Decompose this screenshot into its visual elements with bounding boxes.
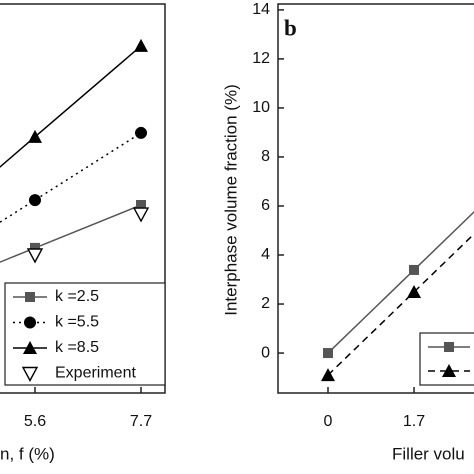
marker: [29, 242, 40, 253]
legend-marker: [24, 316, 36, 329]
marker: [132, 207, 150, 223]
x-tick-label: 7.7: [130, 413, 152, 430]
marker: [28, 194, 41, 207]
y-tick-label: 0: [261, 344, 270, 361]
y-tick-label: 2: [261, 295, 270, 312]
marker: [409, 264, 420, 275]
marker: [322, 348, 333, 359]
marker: [26, 248, 44, 264]
x-tick-label: 0: [324, 413, 333, 430]
series-line: [327, 233, 474, 376]
marker: [320, 368, 335, 382]
series-line: [0, 204, 142, 263]
legend-marker: [444, 342, 454, 352]
legend-label: k =8.5: [55, 339, 99, 356]
marker: [27, 129, 42, 143]
y-tick-label: 12: [252, 50, 270, 67]
legend-label: Experiment: [55, 365, 136, 382]
y-axis-label: Interphase volume fraction (%): [221, 84, 240, 316]
marker: [135, 126, 148, 139]
legend-label: k =5.5: [55, 314, 99, 331]
plot-frame: [277, 3, 474, 394]
y-tick-label: 8: [261, 148, 270, 165]
x-tick-label: 5.6: [24, 413, 46, 430]
x-axis-label: Filler volu: [392, 444, 465, 463]
legend-marker: [21, 366, 39, 382]
legend: k =2.5 k =5.5 k =8.5 Experiment: [4, 282, 166, 386]
y-tick-label: 6: [261, 197, 270, 214]
legend-marker: [23, 341, 37, 354]
x-tick-label: 1.7: [403, 413, 425, 430]
marker: [407, 285, 422, 299]
series-line: [0, 132, 142, 224]
y-tick-label: 10: [252, 99, 270, 116]
plot-frame: [0, 3, 166, 394]
marker: [136, 199, 147, 210]
plot-area: [320, 210, 474, 382]
legend-box: [419, 332, 474, 386]
legend: [419, 332, 474, 386]
marker: [134, 38, 149, 52]
panel-label: b: [284, 15, 297, 40]
plot-area: [0, 38, 150, 264]
legend-marker: [25, 292, 35, 302]
y-tick-label: 14: [252, 1, 270, 18]
legend-label: k =2.5: [55, 288, 99, 305]
legend-marker: [442, 364, 456, 377]
series-line: [0, 45, 142, 168]
series-line: [327, 210, 474, 354]
x-axis-label: n, f (%): [0, 444, 55, 463]
y-tick-label: 4: [261, 246, 270, 263]
